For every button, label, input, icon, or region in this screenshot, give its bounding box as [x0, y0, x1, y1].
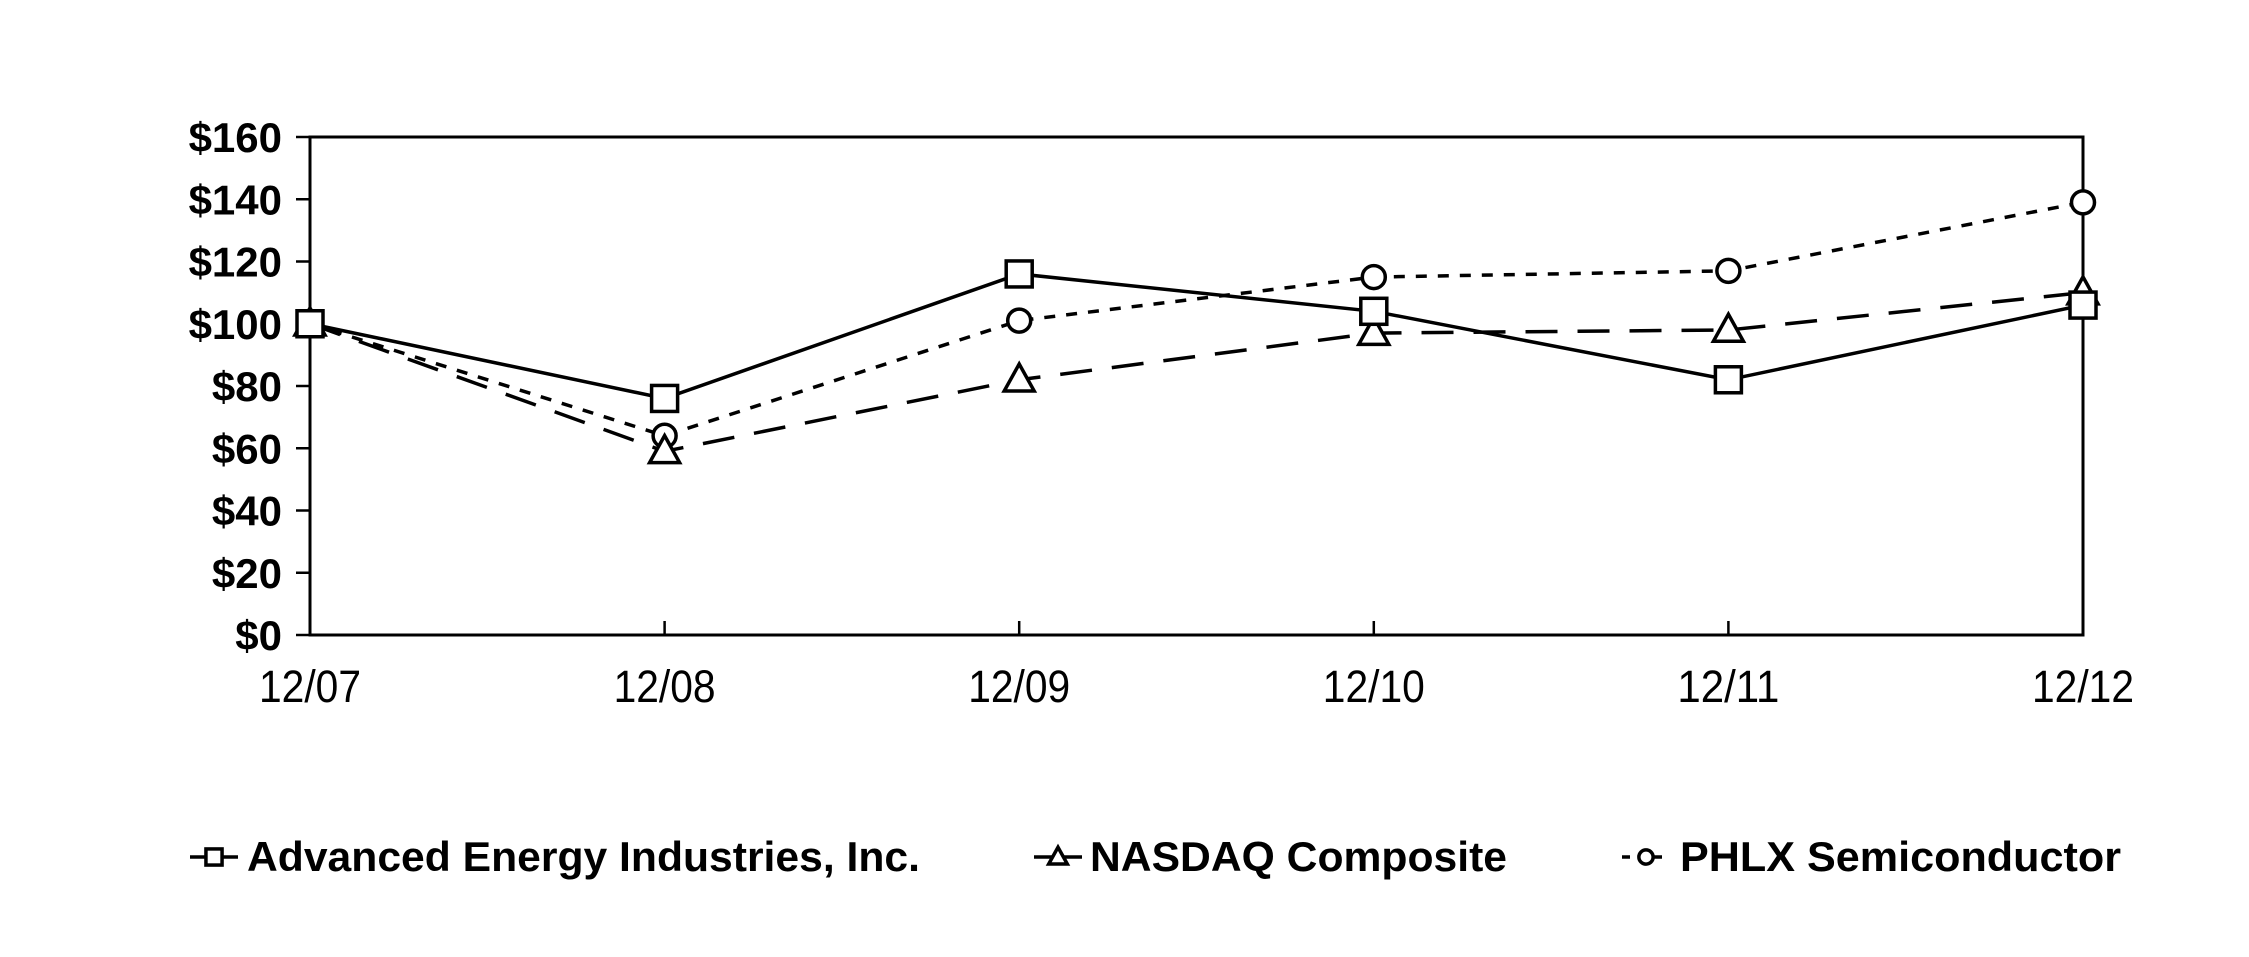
- y-axis-tick-label: $120: [189, 239, 282, 286]
- legend-nasdaq-composite-triangle-marker: [1045, 843, 1071, 866]
- data-point-phlx-semiconductor-12-11-circle-marker: [1715, 257, 1742, 285]
- data-point-advanced-energy-industries-inc-12-09-square-marker: [1004, 259, 1034, 289]
- x-axis-tick-label: 12/10: [1323, 661, 1425, 712]
- y-axis-tick-label: $20: [212, 550, 282, 597]
- data-point-advanced-energy-industries-inc-12-07-square-marker: [295, 309, 325, 339]
- data-point-nasdaq-composite-12-10-triangle-marker: [1355, 313, 1392, 347]
- x-axis-tick-label: 12/08: [614, 661, 716, 712]
- x-axis-tick-label: 12/07: [259, 661, 361, 712]
- data-point-advanced-energy-industries-inc-12-12-square-marker: [2068, 290, 2098, 320]
- legend-advanced-energy-industries-inc-square-marker: [204, 847, 224, 867]
- y-axis-tick-label: $80: [212, 363, 282, 410]
- data-point-nasdaq-composite-12-09-triangle-marker: [1001, 360, 1038, 393]
- x-axis-tick-label: 12/12: [2032, 661, 2134, 712]
- legend-label-advanced-energy-industries-inc: Advanced Energy Industries, Inc.: [247, 833, 920, 880]
- data-point-phlx-semiconductor-12-09-circle-marker: [1005, 307, 1033, 334]
- data-point-phlx-semiconductor-12-10-circle-marker: [1360, 263, 1388, 291]
- series-line-phlx-semiconductor: [309, 200, 2084, 438]
- data-point-advanced-energy-industries-inc-12-10-square-marker: [1359, 296, 1389, 327]
- x-axis-tick-label: 12/11: [1677, 661, 1779, 712]
- data-point-phlx-semiconductor-12-12-circle-marker: [2069, 189, 2097, 216]
- legend-label-nasdaq-composite: NASDAQ Composite: [1090, 833, 1507, 880]
- series-line-nasdaq-composite: [309, 290, 2084, 454]
- legend-label-phlx-semiconductor: PHLX Semiconductor: [1680, 833, 2121, 880]
- y-axis-tick-label: $140: [189, 176, 282, 223]
- data-point-advanced-energy-industries-inc-12-11-square-marker: [1713, 365, 1744, 395]
- y-axis-tick-label: $160: [189, 114, 282, 161]
- y-axis-tick-label: $60: [212, 425, 282, 472]
- y-axis-tick-label: $0: [235, 612, 282, 659]
- data-point-advanced-energy-industries-inc-12-08-square-marker: [649, 383, 680, 414]
- series-line-advanced-energy-industries-inc: [309, 272, 2084, 401]
- y-axis-tick-label: $40: [212, 488, 282, 535]
- legend-phlx-semiconductor-circle-marker: [1637, 848, 1655, 866]
- data-point-nasdaq-composite-12-08-triangle-marker: [646, 432, 683, 465]
- x-axis-tick-label: 12/09: [968, 661, 1070, 712]
- y-axis-tick-label: $100: [189, 301, 282, 348]
- plot-area-border: [308, 135, 2085, 637]
- data-point-nasdaq-composite-12-11-triangle-marker: [1710, 310, 1747, 343]
